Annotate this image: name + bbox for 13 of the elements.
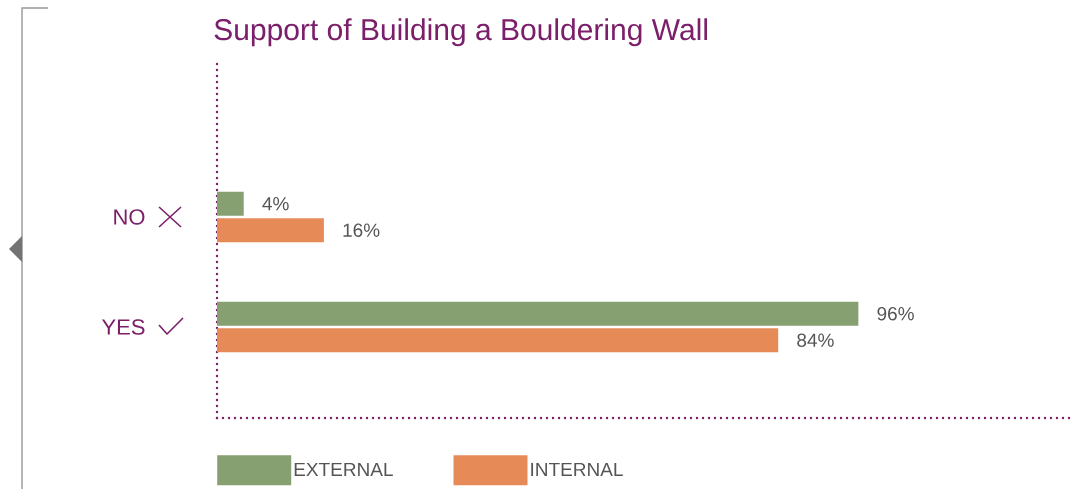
y-tick-label: YES	[101, 319, 145, 335]
chart-title: Support of Building a Bouldering Wall	[214, 18, 707, 47]
data-label: 96%	[877, 307, 914, 321]
y-tick-label: NO	[114, 209, 145, 225]
bar	[217, 301, 859, 326]
data-label: 16%	[343, 223, 380, 237]
data-label: 84%	[797, 333, 834, 347]
bar	[217, 191, 244, 216]
bar	[217, 328, 779, 353]
bar	[217, 218, 324, 243]
data-label: 4%	[262, 197, 289, 211]
legend-label: INTERNAL	[531, 462, 623, 476]
legend-label: EXTERNAL	[294, 462, 393, 476]
